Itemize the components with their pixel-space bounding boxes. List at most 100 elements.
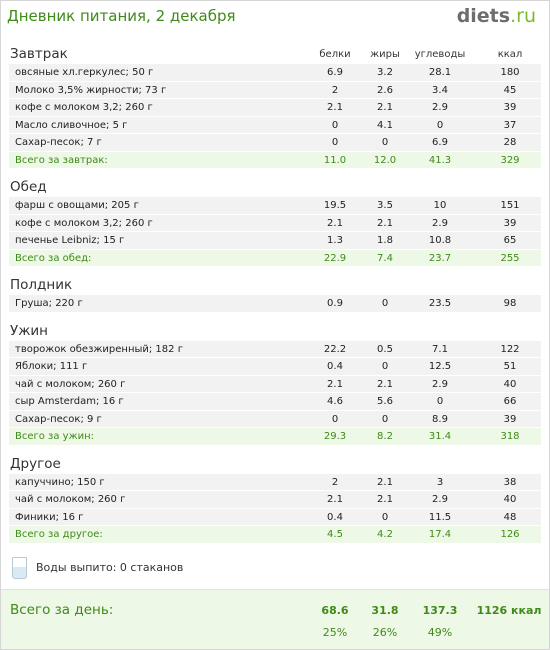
food-kcal: 39 <box>503 413 517 425</box>
section-total-kcal: 255 <box>500 252 520 264</box>
food-name: Финики; 16 г <box>15 511 84 523</box>
food-fat: 5.6 <box>377 396 393 407</box>
food-name: печенье Leibniz; 15 г <box>15 235 125 246</box>
section-header: Обед <box>0 175 550 197</box>
section-title: Обед <box>10 179 47 195</box>
day-total-panel: Всего за день: 68.6 31.8 137.3 1126 ккал… <box>1 589 549 649</box>
glass-icon <box>12 557 27 579</box>
food-row: Сахар-песок; 7 г 0 0 6.9 28 <box>9 134 541 152</box>
section-total-row: Всего за обед: 22.9 7.4 23.7 255 <box>9 249 541 267</box>
section-title: Завтрак <box>10 46 68 62</box>
food-carbs: 6.9 <box>432 137 448 148</box>
food-kcal: 122 <box>500 343 520 355</box>
food-name: чай с молоком; 260 г <box>15 378 126 390</box>
day-total-kcal: 1126 ккал <box>476 604 542 617</box>
logo-suffix: .ru <box>510 5 536 27</box>
food-name: Сахар-песок; 9 г <box>15 413 102 425</box>
food-row: кофе с молоком 3,2; 260 г 2.1 2.1 2.9 39 <box>9 214 541 232</box>
food-name: сыр Amsterdam; 16 г <box>15 396 124 407</box>
diets-logo[interactable]: diets.ru <box>457 5 536 27</box>
food-carbs: 8.9 <box>432 413 448 425</box>
food-carbs: 2.9 <box>432 102 448 113</box>
food-row: сыр Amsterdam; 16 г 4.6 5.6 0 66 <box>9 393 541 411</box>
food-row: капуччино; 150 г 2 2.1 3 38 <box>9 473 541 491</box>
food-name: Масло сливочное; 5 г <box>15 119 128 131</box>
food-protein: 2.1 <box>327 378 343 390</box>
food-protein: 19.5 <box>323 200 347 211</box>
section-header: Ужин <box>0 319 550 341</box>
section-total-row: Всего за завтрак: 11.0 12.0 41.3 329 <box>9 151 541 169</box>
food-fat: 3.5 <box>377 200 393 211</box>
food-name: фарш с овощами; 205 г <box>15 200 139 211</box>
food-carbs: 11.5 <box>428 511 452 523</box>
section-header: Другое <box>0 452 550 474</box>
food-row: Груша; 220 г 0.9 0 23.5 98 <box>9 295 541 313</box>
food-name: Сахар-песок; 7 г <box>15 137 102 148</box>
food-kcal: 45 <box>503 84 517 96</box>
logo-main: diets <box>456 5 511 27</box>
page-title: Дневник питания, 2 декабря <box>7 7 236 25</box>
food-fat: 3.2 <box>377 67 393 78</box>
food-row: Яблоки; 111 г 0.4 0 12.5 51 <box>9 358 541 376</box>
food-carbs: 10.8 <box>428 235 452 246</box>
food-protein: 1.3 <box>327 235 343 246</box>
meal-section: Полдник Груша; 220 г 0.9 0 23.5 98 <box>0 273 550 313</box>
section-header: Полдник <box>0 273 550 295</box>
food-row: фарш с овощами; 205 г 19.5 3.5 10 151 <box>9 197 541 215</box>
meal-section: Завтрак белки жиры углеводы ккал овсяные хл.г… <box>0 42 550 169</box>
food-kcal: 40 <box>503 494 517 505</box>
food-carbs: 12.5 <box>428 361 452 372</box>
food-fat: 2.1 <box>377 494 393 505</box>
food-name: капуччино; 150 г <box>15 476 105 488</box>
section-total-row: Всего за другое: 4.5 4.2 17.4 126 <box>9 526 541 544</box>
section-total-carbs: 17.4 <box>428 529 452 540</box>
food-fat: 4.1 <box>377 119 393 131</box>
section-total-row: Всего за ужин: 29.3 8.2 31.4 318 <box>9 428 541 446</box>
section-total-protein: 4.5 <box>327 529 343 540</box>
food-protein: 2.1 <box>327 102 343 113</box>
section-total-protein: 29.3 <box>323 431 347 442</box>
food-row: творожок обезжиренный; 182 г 22.2 0.5 7.1 12… <box>9 340 541 358</box>
section-total-protein: 11.0 <box>323 154 347 166</box>
food-carbs: 3.4 <box>432 84 448 96</box>
food-carbs: 2.9 <box>432 217 448 229</box>
food-carbs: 10 <box>433 200 447 211</box>
section-total-fat: 4.2 <box>377 529 393 540</box>
food-name: кофе с молоком 3,2; 260 г <box>15 217 153 229</box>
column-header-kcal: ккал <box>497 49 523 60</box>
food-row: чай с молоком; 260 г 2.1 2.1 2.9 40 <box>9 491 541 509</box>
food-protein: 0.4 <box>327 361 343 372</box>
day-total-protein: 68.6 <box>321 604 349 617</box>
meal-sections: Завтрак белки жиры углеводы ккал овсяные хл.г… <box>0 42 550 550</box>
section-title: Другое <box>10 455 61 472</box>
section-total-fat: 8.2 <box>377 431 393 442</box>
section-total-kcal: 329 <box>500 154 520 166</box>
header: Дневник питания, 2 декабря diets.ru <box>0 0 550 36</box>
food-fat: 1.8 <box>377 235 393 246</box>
food-kcal: 39 <box>503 217 517 229</box>
section-total-label: Всего за другое: <box>15 529 103 540</box>
food-protein: 0.4 <box>327 511 343 523</box>
section-total-carbs: 41.3 <box>428 154 452 166</box>
food-carbs: 23.5 <box>428 298 452 309</box>
food-kcal: 39 <box>503 102 517 113</box>
food-fat: 0.5 <box>377 343 393 355</box>
food-fat: 0 <box>381 298 389 309</box>
food-fat: 0 <box>381 361 389 372</box>
water-intake: Воды выпито: 0 стаканов <box>10 556 310 580</box>
section-total-fat: 12.0 <box>373 154 397 166</box>
food-name: творожок обезжиренный; 182 г <box>15 343 183 355</box>
food-fat: 0 <box>381 413 389 425</box>
food-protein: 0 <box>331 413 339 425</box>
column-header-carbs: углеводы <box>414 49 466 60</box>
food-carbs: 2.9 <box>432 378 448 390</box>
food-row: печенье Leibniz; 15 г 1.3 1.8 10.8 65 <box>9 232 541 250</box>
section-total-kcal: 126 <box>500 529 520 540</box>
food-protein: 0 <box>331 119 339 131</box>
section-title: Полдник <box>10 277 73 293</box>
food-carbs: 0 <box>436 119 444 131</box>
food-name: Яблоки; 111 г <box>15 361 88 372</box>
food-protein: 2 <box>331 84 339 96</box>
food-protein: 6.9 <box>327 67 343 78</box>
food-protein: 2.1 <box>327 494 343 505</box>
